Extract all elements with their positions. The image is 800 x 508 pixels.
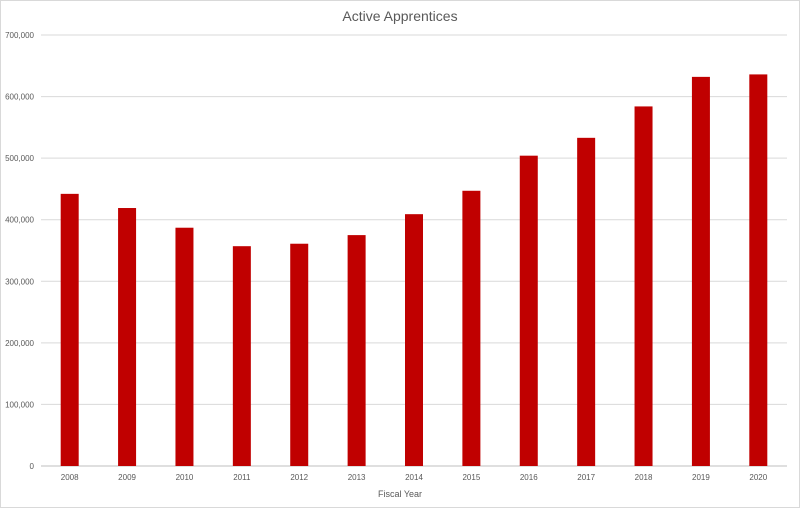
x-axis-label: Fiscal Year <box>377 489 423 499</box>
x-tick-label: 2020 <box>749 473 767 482</box>
x-tick-label: 2008 <box>61 473 79 482</box>
x-tick-label: 2015 <box>462 473 480 482</box>
y-tick-label: 500,000 <box>5 154 34 163</box>
x-tick-label: 2017 <box>577 473 595 482</box>
y-axis: 0 100,000 200,000 300,000 400,000 500,000 600,… <box>5 31 34 471</box>
bar-2018[interactable] <box>634 106 653 467</box>
x-tick-label: 2010 <box>176 473 194 482</box>
bar-2012[interactable] <box>290 243 309 466</box>
bar-2019[interactable] <box>691 76 710 467</box>
chart-title: Active Apprentices <box>342 8 458 24</box>
bar-2016[interactable] <box>519 155 538 466</box>
y-tick-label: 200,000 <box>5 339 34 348</box>
x-tick-label: 2009 <box>118 473 136 482</box>
y-tick-label: 300,000 <box>5 277 34 286</box>
x-axis: 2008 2009 2010 2011 2012 2013 2014 2015 2016 2017… <box>61 473 768 482</box>
bar-2011[interactable] <box>232 246 251 466</box>
y-tick-label: 400,000 <box>5 216 34 225</box>
x-tick-label: 2016 <box>520 473 538 482</box>
y-tick-label: 600,000 <box>5 93 34 102</box>
y-tick-label: 0 <box>30 462 35 471</box>
bar-2017[interactable] <box>577 137 596 466</box>
y-tick-label: 700,000 <box>5 31 34 40</box>
bar-2008[interactable] <box>60 193 79 466</box>
x-tick-label: 2018 <box>635 473 653 482</box>
bar-2014[interactable] <box>405 214 423 466</box>
bars <box>60 74 768 467</box>
bar-2013[interactable] <box>347 235 366 466</box>
x-tick-label: 2019 <box>692 473 710 482</box>
bar-2015[interactable] <box>462 190 481 467</box>
bar-2020[interactable] <box>749 74 768 467</box>
bar-2009[interactable] <box>118 208 137 466</box>
x-tick-label: 2014 <box>405 473 423 482</box>
x-tick-label: 2012 <box>290 473 308 482</box>
bar-2010[interactable] <box>175 227 194 466</box>
x-tick-label: 2013 <box>348 473 366 482</box>
x-tick-label: 2011 <box>233 473 251 482</box>
y-tick-label: 100,000 <box>5 400 34 409</box>
